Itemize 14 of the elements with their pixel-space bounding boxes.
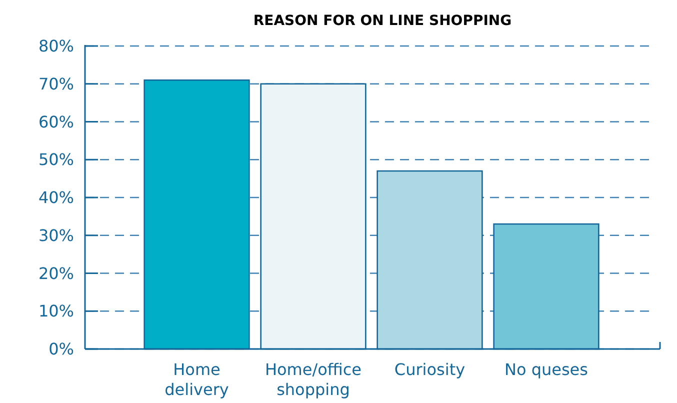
- x-tick-label: Home/office shopping: [264, 360, 362, 399]
- y-tick-label: 10%: [38, 302, 74, 321]
- x-tick-label: Home delivery: [164, 360, 229, 399]
- y-tick-label: 70%: [38, 74, 74, 94]
- y-tick-label: 50%: [38, 150, 74, 170]
- y-tick-label: 80%: [38, 36, 74, 56]
- chart-title: REASON FOR ON LINE SHOPPING: [253, 13, 512, 29]
- y-tick-label: 30%: [38, 226, 74, 245]
- x-tick-label: No queses: [504, 360, 588, 379]
- y-tick-label: 0%: [48, 340, 74, 359]
- x-tick-label: Curiosity: [394, 360, 466, 379]
- y-tick-label: 60%: [38, 112, 74, 132]
- y-tick-label: 20%: [38, 264, 74, 283]
- y-tick-label: 40%: [38, 188, 74, 208]
